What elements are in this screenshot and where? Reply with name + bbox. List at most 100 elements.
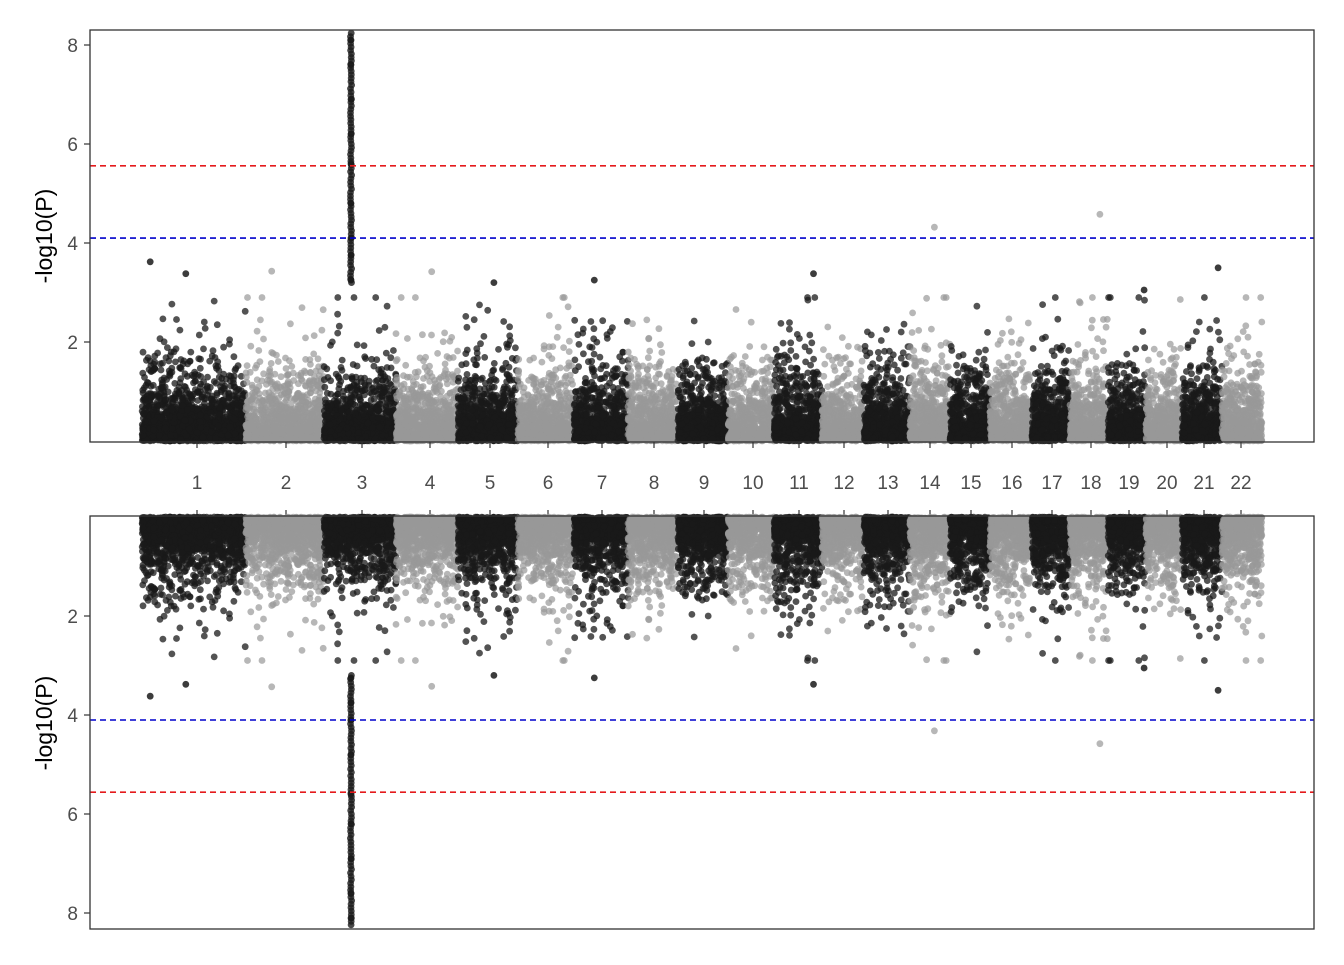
snp-point: [154, 392, 162, 400]
snp-point: [194, 405, 202, 413]
snp-point: [369, 424, 376, 432]
snp-point: [234, 362, 242, 369]
snp-point: [157, 360, 164, 368]
snp-point: [384, 375, 392, 382]
snp-point: [454, 367, 461, 375]
snp-point: [209, 347, 217, 355]
snp-point: [267, 360, 275, 367]
snp-point: [280, 409, 288, 417]
snp-point: [166, 371, 173, 379]
snp-point: [300, 421, 308, 428]
snp-point: [251, 427, 259, 434]
snp-point: [426, 408, 434, 416]
snp-point: [382, 349, 390, 357]
snp-point: [314, 355, 322, 363]
snp-point: [139, 426, 147, 434]
snp-point: [183, 372, 191, 380]
snp-point: [197, 373, 205, 380]
snp-point: [470, 316, 478, 324]
snp-point: [221, 382, 229, 390]
snp-point: [233, 399, 241, 407]
snp-point: [265, 394, 273, 402]
snp-point: [351, 391, 359, 399]
snp-point: [321, 429, 329, 436]
snp-point: [210, 297, 218, 305]
snp-point: [285, 370, 292, 378]
snp-point: [402, 361, 410, 369]
snp-point: [447, 401, 455, 409]
snp-point: [441, 360, 449, 368]
snp-point: [345, 408, 353, 416]
snp-point: [182, 431, 190, 439]
snp-point: [375, 327, 383, 334]
snp-point: [298, 406, 306, 414]
snp-point: [374, 407, 382, 415]
snp-point: [179, 360, 187, 368]
snp-point: [415, 437, 423, 445]
snp-point: [286, 434, 293, 442]
snp-point: [439, 338, 447, 346]
snp-point: [181, 417, 189, 424]
snp-point: [310, 377, 317, 384]
snp-point: [244, 404, 252, 412]
snp-point: [419, 331, 426, 339]
snp-point: [226, 336, 234, 344]
snp-point: [443, 432, 450, 440]
snp-point: [327, 377, 334, 385]
snp-point: [410, 416, 417, 424]
snp-point: [490, 360, 498, 367]
snp-point: [142, 396, 149, 403]
snp-point: [272, 417, 280, 425]
snp-point: [366, 407, 374, 415]
snp-point: [168, 406, 176, 414]
snp-point: [448, 334, 456, 341]
snp-point: [371, 435, 379, 442]
snp-point: [245, 411, 252, 418]
snp-point: [199, 433, 207, 441]
snp-point: [350, 294, 358, 301]
snp-point: [361, 353, 369, 361]
snp-point: [260, 370, 267, 378]
snp-point: [173, 316, 180, 323]
snp-point: [270, 433, 278, 441]
snp-point: [150, 426, 158, 434]
snp-point: [291, 396, 298, 403]
snp-point: [419, 401, 427, 408]
snp-point: [372, 294, 380, 301]
snp-point: [403, 402, 411, 410]
snp-point: [170, 394, 178, 402]
snp-point: [182, 383, 189, 391]
snp-point: [159, 315, 167, 323]
snp-point: [463, 346, 471, 354]
snp-point: [350, 382, 358, 389]
snp-point: [484, 306, 492, 314]
snp-point: [397, 294, 405, 301]
snp-point: [504, 343, 511, 351]
snp-point: [411, 369, 419, 376]
snp-point: [294, 372, 302, 379]
snp-point: [348, 375, 356, 382]
snp-point: [376, 423, 384, 431]
snp-point: [495, 346, 502, 353]
snp-point: [463, 323, 471, 331]
snp-point: [383, 302, 391, 310]
snp-point: [252, 408, 260, 416]
snp-point: [379, 389, 386, 397]
snp-point: [318, 326, 326, 334]
snp-point: [257, 316, 264, 324]
snp-point: [392, 330, 400, 337]
snp-point: [434, 350, 441, 357]
snp-point: [361, 380, 368, 388]
snp-point: [168, 300, 176, 308]
snp-point: [370, 362, 378, 370]
snp-point: [319, 306, 327, 314]
snp-point: [375, 383, 383, 390]
snp-point: [208, 352, 216, 360]
snp-point: [441, 329, 448, 337]
snp-point: [282, 396, 290, 404]
snp-point: [349, 361, 357, 368]
snp-point: [335, 425, 343, 433]
snp-point: [339, 395, 347, 403]
snp-point: [231, 415, 239, 423]
